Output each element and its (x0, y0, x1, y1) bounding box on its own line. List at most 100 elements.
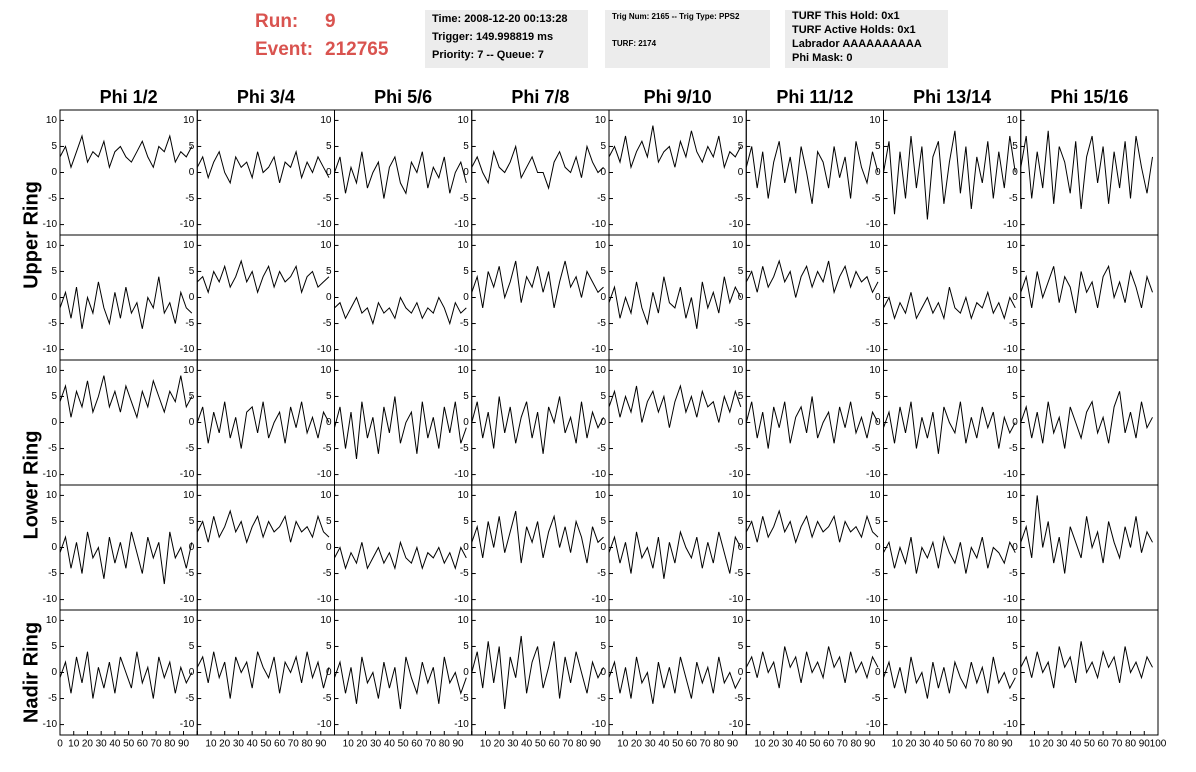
y-tick-label: -5 (1009, 443, 1018, 454)
waveform (608, 276, 742, 329)
y-tick-label: 0 (600, 542, 606, 553)
y-tick-label: 10 (320, 615, 332, 626)
y-tick-label: 10 (46, 240, 58, 251)
y-tick-label: -5 (323, 443, 332, 454)
x-tick-label: 100 (1150, 739, 1167, 750)
y-tick-label: -10 (180, 469, 195, 480)
y-tick-label: 5 (463, 516, 469, 527)
y-tick-label: 0 (600, 167, 606, 178)
y-tick-label: 0 (463, 167, 469, 178)
y-tick-label: -5 (185, 568, 194, 579)
y-tick-label: 5 (463, 141, 469, 152)
x-tick-label: 70 (425, 739, 437, 750)
y-tick-label: 0 (189, 417, 195, 428)
waveform (471, 510, 604, 564)
column-title: Phi 9/10 (644, 87, 712, 107)
y-tick-label: 10 (732, 615, 744, 626)
y-tick-label: 10 (183, 115, 195, 126)
waveform (883, 286, 1016, 321)
y-tick-label: -10 (1003, 469, 1018, 480)
y-tick-label: -5 (734, 568, 743, 579)
y-tick-label: 0 (326, 292, 332, 303)
info-box (605, 10, 770, 68)
waveform (59, 276, 193, 329)
y-tick-label: -10 (43, 594, 58, 605)
x-tick-label: 10 (617, 739, 629, 750)
y-tick-label: -5 (185, 443, 194, 454)
x-tick-label: 10 (892, 739, 904, 750)
y-tick-label: 5 (875, 516, 881, 527)
y-tick-label: 0 (738, 667, 744, 678)
x-tick-label: 40 (109, 739, 121, 750)
y-tick-label: 0 (189, 667, 195, 678)
y-tick-label: 0 (1012, 292, 1018, 303)
event-number: 212765 (325, 39, 389, 60)
y-tick-label: -5 (734, 318, 743, 329)
panel-frame (608, 359, 747, 486)
panel-frame (883, 109, 1022, 236)
x-tick-label: 20 (768, 739, 780, 750)
y-tick-label: -5 (872, 193, 881, 204)
y-tick-label: 0 (875, 167, 881, 178)
y-tick-label: 0 (875, 667, 881, 678)
x-tick-label: 70 (1111, 739, 1123, 750)
y-tick-label: 10 (1007, 365, 1019, 376)
x-tick-label: 20 (356, 739, 368, 750)
x-tick-label: 90 (315, 739, 327, 750)
y-tick-label: -5 (1009, 318, 1018, 329)
y-tick-label: 10 (458, 490, 470, 501)
y-tick-label: -5 (597, 193, 606, 204)
row-label: Nadir Ring (20, 622, 42, 723)
column-title: Phi 3/4 (237, 87, 295, 107)
y-tick-label: 0 (189, 167, 195, 178)
y-tick-label: -10 (866, 594, 881, 605)
y-tick-label: -5 (460, 693, 469, 704)
y-tick-label: 5 (189, 391, 195, 402)
y-tick-label: -5 (460, 318, 469, 329)
x-tick-label: 30 (507, 739, 519, 750)
waveform (608, 125, 742, 170)
info-line: TURF: 2174 (612, 39, 657, 48)
y-tick-label: -10 (866, 469, 881, 480)
y-tick-label: -5 (872, 318, 881, 329)
x-tick-label: 60 (686, 739, 698, 750)
y-tick-label: 0 (600, 667, 606, 678)
y-tick-label: 10 (320, 115, 332, 126)
y-tick-label: -5 (734, 693, 743, 704)
y-tick-label: 10 (869, 615, 881, 626)
y-tick-label: -10 (180, 594, 195, 605)
y-tick-label: -10 (454, 469, 469, 480)
y-tick-label: 5 (738, 641, 744, 652)
y-tick-label: 5 (875, 141, 881, 152)
x-tick-label: 50 (123, 739, 135, 750)
y-tick-label: 5 (738, 516, 744, 527)
y-tick-label: 10 (595, 240, 607, 251)
y-tick-label: -5 (323, 568, 332, 579)
x-tick-label: 10 (343, 739, 355, 750)
waveform (334, 151, 467, 199)
y-tick-label: -5 (1009, 568, 1018, 579)
x-tick-label: 80 (988, 739, 1000, 750)
y-tick-label: -10 (866, 344, 881, 355)
y-tick-label: -5 (734, 193, 743, 204)
y-tick-label: -10 (43, 469, 58, 480)
x-tick-label: 80 (439, 739, 451, 750)
y-tick-label: -10 (180, 219, 195, 230)
panel-frame (334, 609, 473, 736)
y-tick-label: -10 (729, 344, 744, 355)
y-tick-label: -5 (48, 443, 57, 454)
panel-frame (1020, 484, 1159, 611)
waveform (196, 401, 330, 449)
waveform (883, 401, 1016, 454)
y-tick-label: 0 (189, 292, 195, 303)
x-tick-label: 10 (480, 739, 492, 750)
y-tick-label: 10 (595, 490, 607, 501)
x-tick-label: 60 (1098, 739, 1110, 750)
y-tick-label: 10 (183, 615, 195, 626)
x-tick-label: 80 (850, 739, 862, 750)
x-tick-label: 40 (384, 739, 396, 750)
waveform (334, 656, 467, 710)
y-tick-label: 0 (463, 417, 469, 428)
y-tick-label: 5 (51, 516, 57, 527)
x-tick-label: 30 (1056, 739, 1068, 750)
